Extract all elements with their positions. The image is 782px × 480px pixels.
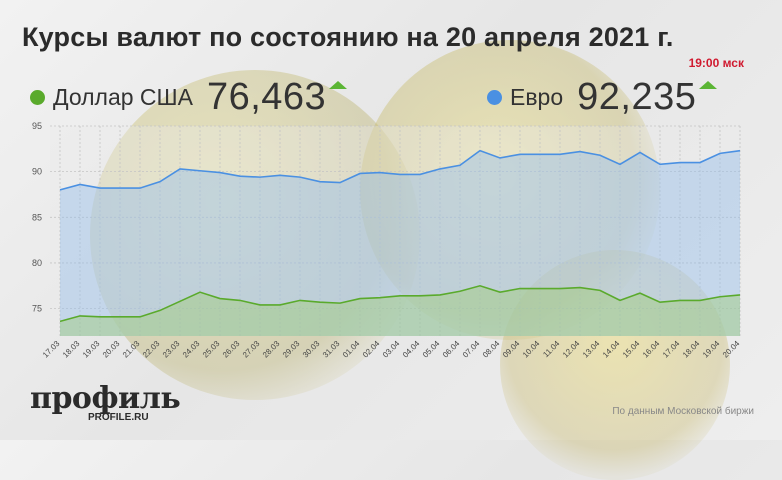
x-tick-label: 20.04 [721,339,742,360]
y-tick-label: 80 [32,258,42,268]
x-tick-label: 10.04 [521,339,542,360]
x-tick-label: 02.04 [361,339,382,360]
x-tick-label: 03.04 [381,339,402,360]
x-tick-label: 06.04 [441,339,462,360]
x-tick-label: 07.04 [461,339,482,360]
x-tick-label: 23.03 [161,339,182,360]
x-tick-label: 24.03 [181,339,202,360]
x-tick-label: 13.04 [581,339,602,360]
x-tick-label: 27.03 [241,339,262,360]
x-tick-label: 19.04 [701,339,722,360]
x-tick-label: 12.04 [561,339,582,360]
x-tick-label: 04.04 [401,339,422,360]
x-tick-label: 29.03 [281,339,302,360]
x-tick-label: 14.04 [601,339,622,360]
x-tick-label: 15.04 [621,339,642,360]
x-tick-label: 08.04 [481,339,502,360]
data-source: По данным Московской биржи [612,406,754,417]
y-tick-label: 95 [32,121,42,131]
x-tick-label: 18.04 [681,339,702,360]
x-tick-label: 26.03 [221,339,242,360]
x-tick-label: 31.03 [321,339,342,360]
x-tick-label: 17.04 [661,339,682,360]
x-tick-label: 11.04 [541,339,561,359]
x-tick-label: 22.03 [141,339,162,360]
x-tick-label: 19.03 [81,339,102,360]
brand-logo: профиль PROFILE.RU [30,384,180,423]
x-tick-label: 25.03 [201,339,222,360]
y-tick-label: 90 [32,167,42,177]
x-tick-label: 09.04 [501,339,522,360]
x-tick-label: 05.04 [421,339,442,360]
x-tick-label: 30.03 [301,339,322,360]
x-tick-label: 28.03 [261,339,282,360]
x-tick-label: 01.04 [341,339,362,360]
y-tick-label: 75 [32,304,42,314]
brand-name: профиль [30,384,180,414]
x-tick-label: 21.03 [121,339,142,360]
x-tick-label: 17.03 [41,339,62,360]
x-tick-label: 16.04 [641,339,662,360]
x-tick-label: 20.03 [101,339,122,360]
x-tick-label: 18.03 [61,339,82,360]
y-tick-label: 85 [32,212,42,222]
